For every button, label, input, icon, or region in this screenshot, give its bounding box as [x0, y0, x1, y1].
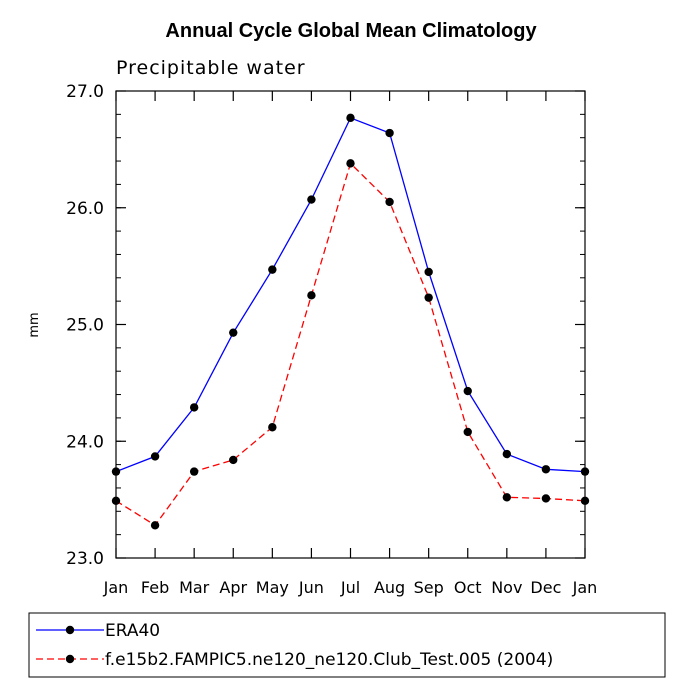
x-tick-label: Apr	[219, 578, 247, 597]
y-tick-label: 24.0	[66, 432, 104, 452]
chart-title: Annual Cycle Global Mean Climatology	[165, 20, 537, 42]
legend-label-1: ERA40	[105, 621, 160, 641]
data-point-series-2	[385, 197, 394, 207]
series-line-2	[115, 162, 586, 527]
data-point-series-1	[150, 452, 160, 461]
y-tick-label: 26.0	[66, 199, 104, 219]
x-tick-label: Jul	[340, 578, 360, 597]
data-point-series-1	[385, 128, 394, 138]
data-point-series-2	[424, 293, 433, 302]
legend-marker-2	[65, 654, 75, 664]
data-point-series-1	[541, 465, 551, 474]
legend: ERA40 f.e15b2.FAMPIC5.ne120_ne120.Club_Te…	[28, 612, 666, 678]
y-axis-label: mm	[27, 312, 42, 337]
plot-area: 23.0 24.0 25.0 26.0 27.0 Jan Feb Mar Apr May Jun Ju…	[66, 82, 597, 597]
x-tick-label: Sep	[414, 578, 444, 597]
series-line-1	[115, 117, 586, 473]
x-tick-label: Oct	[454, 578, 482, 597]
chart-subtitle: Precipitable water	[116, 57, 306, 79]
y-tick-label: 25.0	[66, 316, 104, 336]
x-tick-label: Aug	[374, 578, 405, 597]
data-point-series-2	[189, 467, 199, 476]
data-point-series-2	[463, 427, 472, 437]
legend-box	[28, 612, 666, 678]
data-point-series-1	[580, 467, 590, 476]
data-point-series-1	[346, 113, 355, 123]
data-point-series-1	[502, 449, 512, 459]
x-tick-label: Feb	[141, 578, 169, 597]
legend-label-2: f.e15b2.FAMPIC5.ne120_ne120.Club_Test.00…	[105, 650, 553, 670]
data-point-series-2	[502, 493, 512, 502]
x-tick-label: Mar	[179, 578, 210, 597]
data-point-series-1	[463, 386, 472, 396]
y-tick-label: 23.0	[66, 549, 104, 569]
data-point-series-2	[307, 291, 316, 300]
data-point-series-1	[424, 267, 433, 277]
data-point-series-2	[111, 496, 121, 505]
data-point-series-2	[150, 521, 160, 530]
data-point-series-2	[541, 494, 551, 503]
y-tick-label: 27.0	[66, 82, 104, 102]
x-tick-label: Jan	[103, 578, 129, 597]
data-point-series-1	[189, 403, 199, 412]
data-point-series-1	[229, 328, 238, 337]
x-tick-label: Jan	[572, 578, 598, 597]
data-point-series-2	[580, 496, 590, 505]
data-point-series-1	[268, 265, 277, 274]
x-tick-label: Nov	[491, 578, 522, 597]
data-point-series-2	[229, 455, 238, 465]
x-tick-label: Dec	[530, 578, 561, 597]
x-tick-label: May	[256, 578, 289, 597]
data-point-series-2	[346, 159, 355, 168]
x-tick-label: Jun	[298, 578, 324, 597]
legend-marker-1	[65, 625, 75, 635]
data-point-series-1	[307, 195, 316, 204]
data-point-series-1	[111, 467, 121, 476]
data-point-series-2	[268, 423, 277, 432]
